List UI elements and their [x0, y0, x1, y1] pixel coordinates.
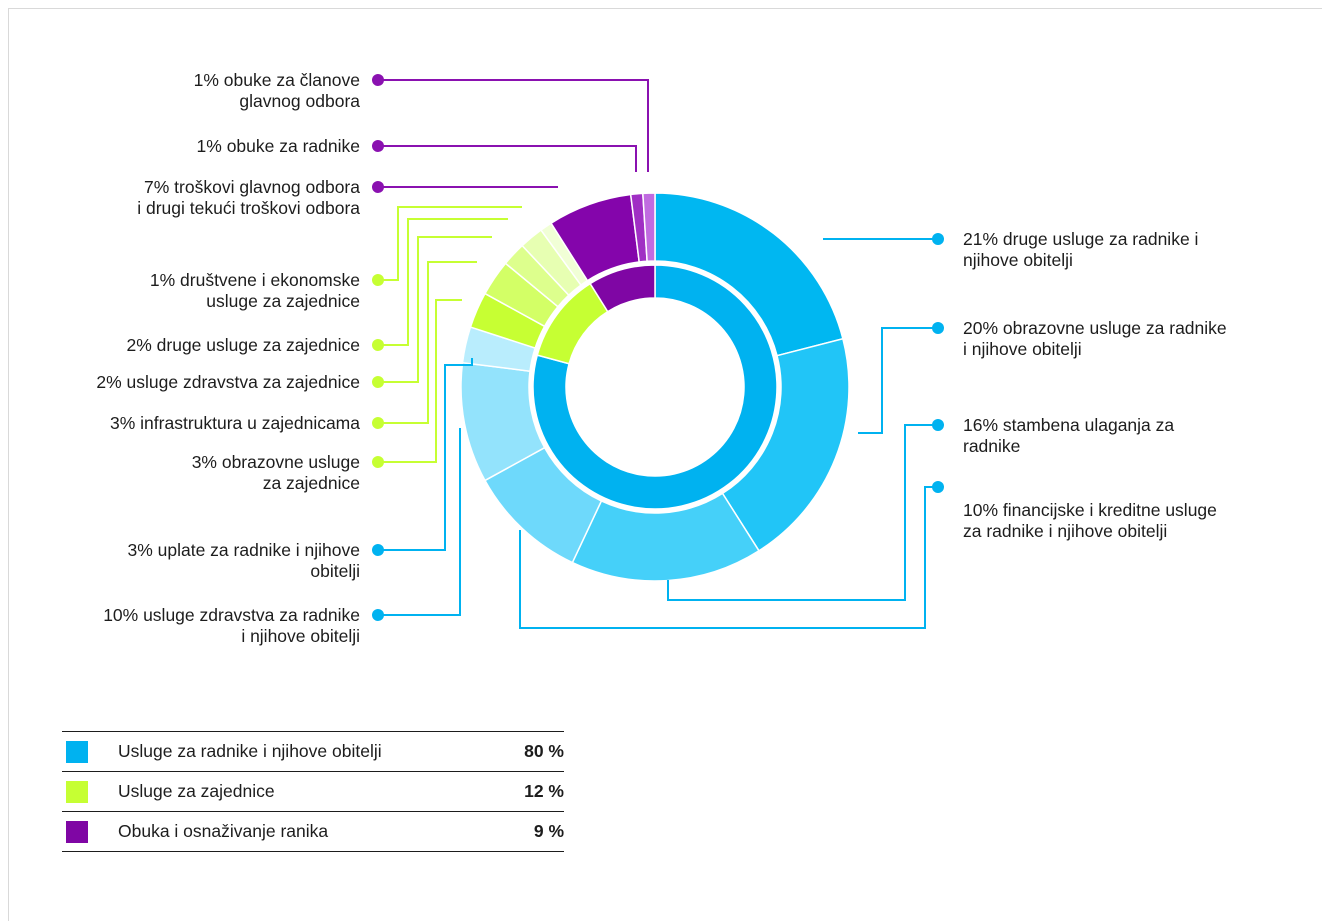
slice-label: 16% stambena ulaganja za radnike: [963, 415, 1175, 456]
leader-dot: [372, 274, 384, 286]
slice-label: 20% obrazovne usluge za radnike i njihov…: [963, 318, 1227, 359]
leader-line: [378, 206, 522, 281]
slice-label: 3% obrazovne usluge za zajednice: [191, 452, 360, 493]
inner-ring: [532, 264, 778, 510]
legend-value: 12 %: [524, 781, 564, 801]
legend-swatch-training: [66, 820, 88, 843]
inner-slice-training: [589, 264, 656, 313]
leader-dot: [372, 339, 384, 351]
leader-line: [378, 299, 462, 463]
slice-label: 2% druge usluge za zajednice: [126, 335, 361, 355]
legend-row-training: Obuka i osnaživanje ranika 9 %: [62, 811, 564, 852]
leader-line: [378, 218, 508, 346]
outer-ring: [460, 192, 850, 582]
legend-row-workers: Usluge za radnike i njihove obitelji 80 …: [62, 731, 564, 771]
leader-dot: [932, 481, 944, 493]
leader-line: [378, 261, 477, 424]
legend-swatch-workers: [66, 740, 88, 763]
leader-line: [378, 236, 492, 383]
inner-slice-workers: [532, 264, 778, 510]
legend-value: 9 %: [533, 821, 564, 841]
leader-dot: [372, 544, 384, 556]
leader-dot: [372, 456, 384, 468]
chart-frame: [8, 8, 1322, 921]
slice-label: 1% obuke za radnike: [196, 136, 360, 156]
slice-label: 2% usluge zdravstva za zajednice: [96, 372, 360, 392]
slice-label: 21% druge usluge za radnike i njihove ob…: [963, 229, 1199, 270]
legend-label: Obuka i osnaživanje ranika: [118, 821, 329, 841]
leader-dot: [372, 376, 384, 388]
leader-dot: [372, 74, 384, 86]
leader-dot: [372, 417, 384, 429]
slice-label: 1% društvene i ekonomske usluge za zajed…: [149, 270, 360, 311]
leader-line: [667, 424, 938, 601]
leader-dot: [372, 140, 384, 152]
leader-line: [378, 145, 637, 172]
legend-row-community: Usluge za zajednice 12 %: [62, 771, 564, 811]
leader-dot: [932, 233, 944, 245]
leader-line: [519, 486, 938, 629]
leader-dot: [372, 609, 384, 621]
slice-label: 10% financijske i kreditne usluge za rad…: [963, 500, 1217, 541]
slice-label: 3% uplate za radnike i njihove obitelji: [127, 540, 360, 581]
leader-dot: [932, 419, 944, 431]
leader-dot: [372, 181, 384, 193]
legend-label: Usluge za radnike i njihove obitelji: [118, 741, 382, 761]
legend: Usluge za radnike i njihove obitelji 80 …: [62, 731, 564, 852]
slice-label: 7% troškovi glavnog odbora i drugi tekuć…: [137, 177, 360, 218]
leader-line: [378, 428, 461, 616]
leader-line: [858, 327, 938, 434]
outer-slice-21-druge-usluge-za-radnike-i-njihove-obi: [654, 192, 844, 357]
legend-value: 80 %: [524, 741, 564, 761]
slice-label: 1% obuke za članove glavnog odbora: [193, 70, 360, 111]
slice-label: 3% infrastruktura u zajednicama: [110, 413, 360, 433]
leader-dot: [932, 322, 944, 334]
slice-label: 10% usluge zdravstva za radnike i njihov…: [103, 605, 360, 646]
legend-swatch-community: [66, 780, 88, 803]
outer-slice-20-obrazovne-usluge-za-radnike-i-njihove: [721, 337, 850, 552]
outer-slice-1-obuke-za-lanove-glavnog-odbora: [642, 192, 656, 263]
leader-lines: [372, 74, 944, 629]
leader-line: [378, 79, 649, 172]
leader-line: [378, 358, 473, 551]
legend-label: Usluge za zajednice: [118, 781, 275, 801]
